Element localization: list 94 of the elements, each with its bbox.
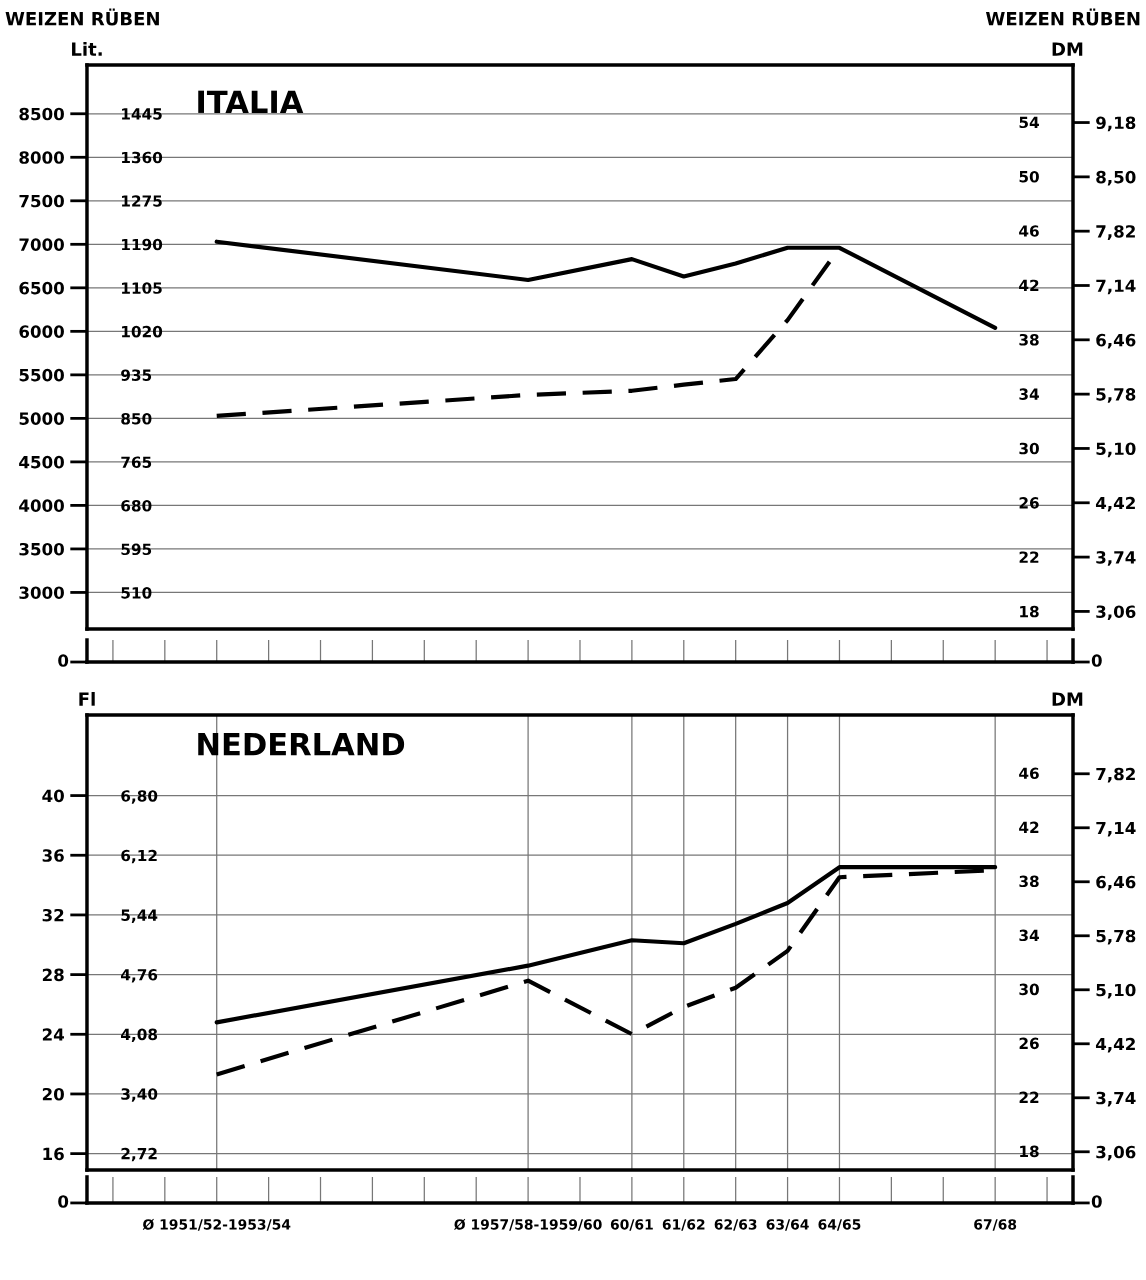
y2-tick-label: 5,10 [1096,442,1136,458]
y2-tick-label: 7,82 [1096,767,1135,783]
x-tick-label: 67/68 [974,1219,1017,1231]
y2-tick-label: 38 [1019,334,1039,346]
y2-tick-label: 18 [1020,605,1039,618]
x-tick-label: Ø 1957/58-1959/60 [454,1218,602,1231]
y2-tick-label: 50 [1019,170,1039,183]
y2-tick-label: 7,14 [1096,279,1136,295]
y-axis-title: Lit. [72,41,102,56]
y-tick-label: 1105 [122,282,162,294]
y-tick-label: 5,44 [121,909,158,923]
y2-tick-label: 7,14 [1096,821,1136,837]
y-tick-label: 1360 [122,151,163,164]
y-tick-label: 6,80 [121,790,158,804]
y-tick-label: 5000 [19,412,64,425]
y-tick-label: 1020 [122,325,163,338]
x-tick-label: 63/64 [766,1219,809,1231]
y-tick-label: 36 [42,849,64,862]
text: 0 [1091,1195,1102,1208]
y-tick-label: 1275 [122,195,162,207]
y-tick-label: 935 [121,369,152,381]
y2-tick-label: 3,74 [1096,1091,1136,1107]
y2-tick-label: 46 [1019,767,1039,780]
y2-axis-title: DM [1052,42,1083,56]
x-tick-label: 64/65 [818,1219,861,1231]
y-tick-label: 1445 [122,108,162,120]
text: 0 [58,1195,69,1208]
y2-tick-label: 6,46 [1096,333,1136,349]
chart-title: NEDERLAND [198,733,405,756]
y2-tick-label: 34 [1019,388,1039,400]
y-tick-label: 3,40 [121,1088,158,1102]
y2-tick-label: 5,78 [1096,929,1136,945]
y2-tick-label: 3,74 [1096,551,1136,566]
y2-tick-label: 4,42 [1095,1037,1135,1053]
y-tick-label: 3000 [19,586,64,600]
y-tick-label: 8500 [19,107,64,121]
y2-tick-label: 9,18 [1096,116,1136,132]
y2-tick-label: 22 [1019,1091,1039,1103]
y2-tick-label: 26 [1019,497,1039,509]
y-tick-label: 7500 [19,194,64,208]
y2-tick-label: 30 [1019,442,1039,455]
y2-tick-label: 6,46 [1096,875,1136,891]
y-tick-label: 3500 [19,542,64,556]
y2-tick-label: 18 [1020,1145,1039,1158]
y2-tick-label: 42 [1019,279,1039,291]
y-tick-label: 4500 [19,455,64,469]
y-axis-title: Fl [79,691,95,706]
text: WEIZEN RÜBEN [5,8,159,26]
y-tick-label: 2,72 [121,1147,157,1162]
y2-tick-label: 5,78 [1096,388,1136,403]
text: ITALIA [198,90,304,113]
y-tick-label: 595 [121,543,152,556]
y2-axis-title: DM [1052,692,1083,706]
y2-tick-label: 4,42 [1095,496,1135,512]
y2-tick-label: 30 [1019,983,1039,996]
y-tick-label: 4000 [19,499,64,512]
y-tick-label: 5500 [19,368,64,382]
y-tick-label: 1190 [122,238,163,251]
y-tick-label: 24 [42,1028,64,1041]
y-tick-label: 510 [121,587,152,599]
y2-tick-label: 22 [1019,551,1039,563]
y-tick-label: 16 [43,1147,64,1161]
text: WEIZEN RÜBEN [985,8,1140,26]
y-tick-label: 765 [121,456,152,469]
text: 0 [58,654,69,667]
y2-tick-label: 26 [1019,1037,1039,1050]
y-tick-label: 6,12 [121,849,157,864]
y-tick-label: 20 [42,1087,64,1101]
y-tick-label: 7000 [19,238,64,251]
y-tick-label: 32 [42,908,64,922]
y2-tick-label: 54 [1019,116,1039,129]
x-tick-label: 61/62 [662,1219,705,1231]
x-tick-label: Ø 1951/52-1953/54 [142,1218,291,1231]
y-tick-label: 8000 [19,151,64,164]
y-tick-label: 6500 [19,281,64,295]
y-tick-label: 28 [42,968,64,982]
text: 0 [1091,654,1102,667]
y2-tick-label: 34 [1019,929,1039,942]
y-tick-label: 4,76 [121,969,158,983]
y-tick-label: 680 [121,500,152,512]
x-tick-label: 60/61 [610,1219,653,1231]
y2-tick-label: 3,06 [1096,605,1136,621]
y2-tick-label: 3,06 [1096,1145,1136,1161]
y-tick-label: 40 [42,789,64,803]
y-tick-label: 850 [121,412,152,425]
y2-tick-label: 5,10 [1096,983,1136,999]
y-tick-label: 6000 [19,325,64,338]
y2-tick-label: 8,50 [1096,170,1136,186]
x-tick-label: 62/63 [714,1219,757,1231]
y2-tick-label: 46 [1019,225,1039,237]
y2-tick-label: 42 [1019,821,1039,833]
y2-tick-label: 7,82 [1096,225,1135,240]
y-tick-label: 4,08 [121,1028,158,1043]
y2-tick-label: 38 [1019,875,1039,888]
